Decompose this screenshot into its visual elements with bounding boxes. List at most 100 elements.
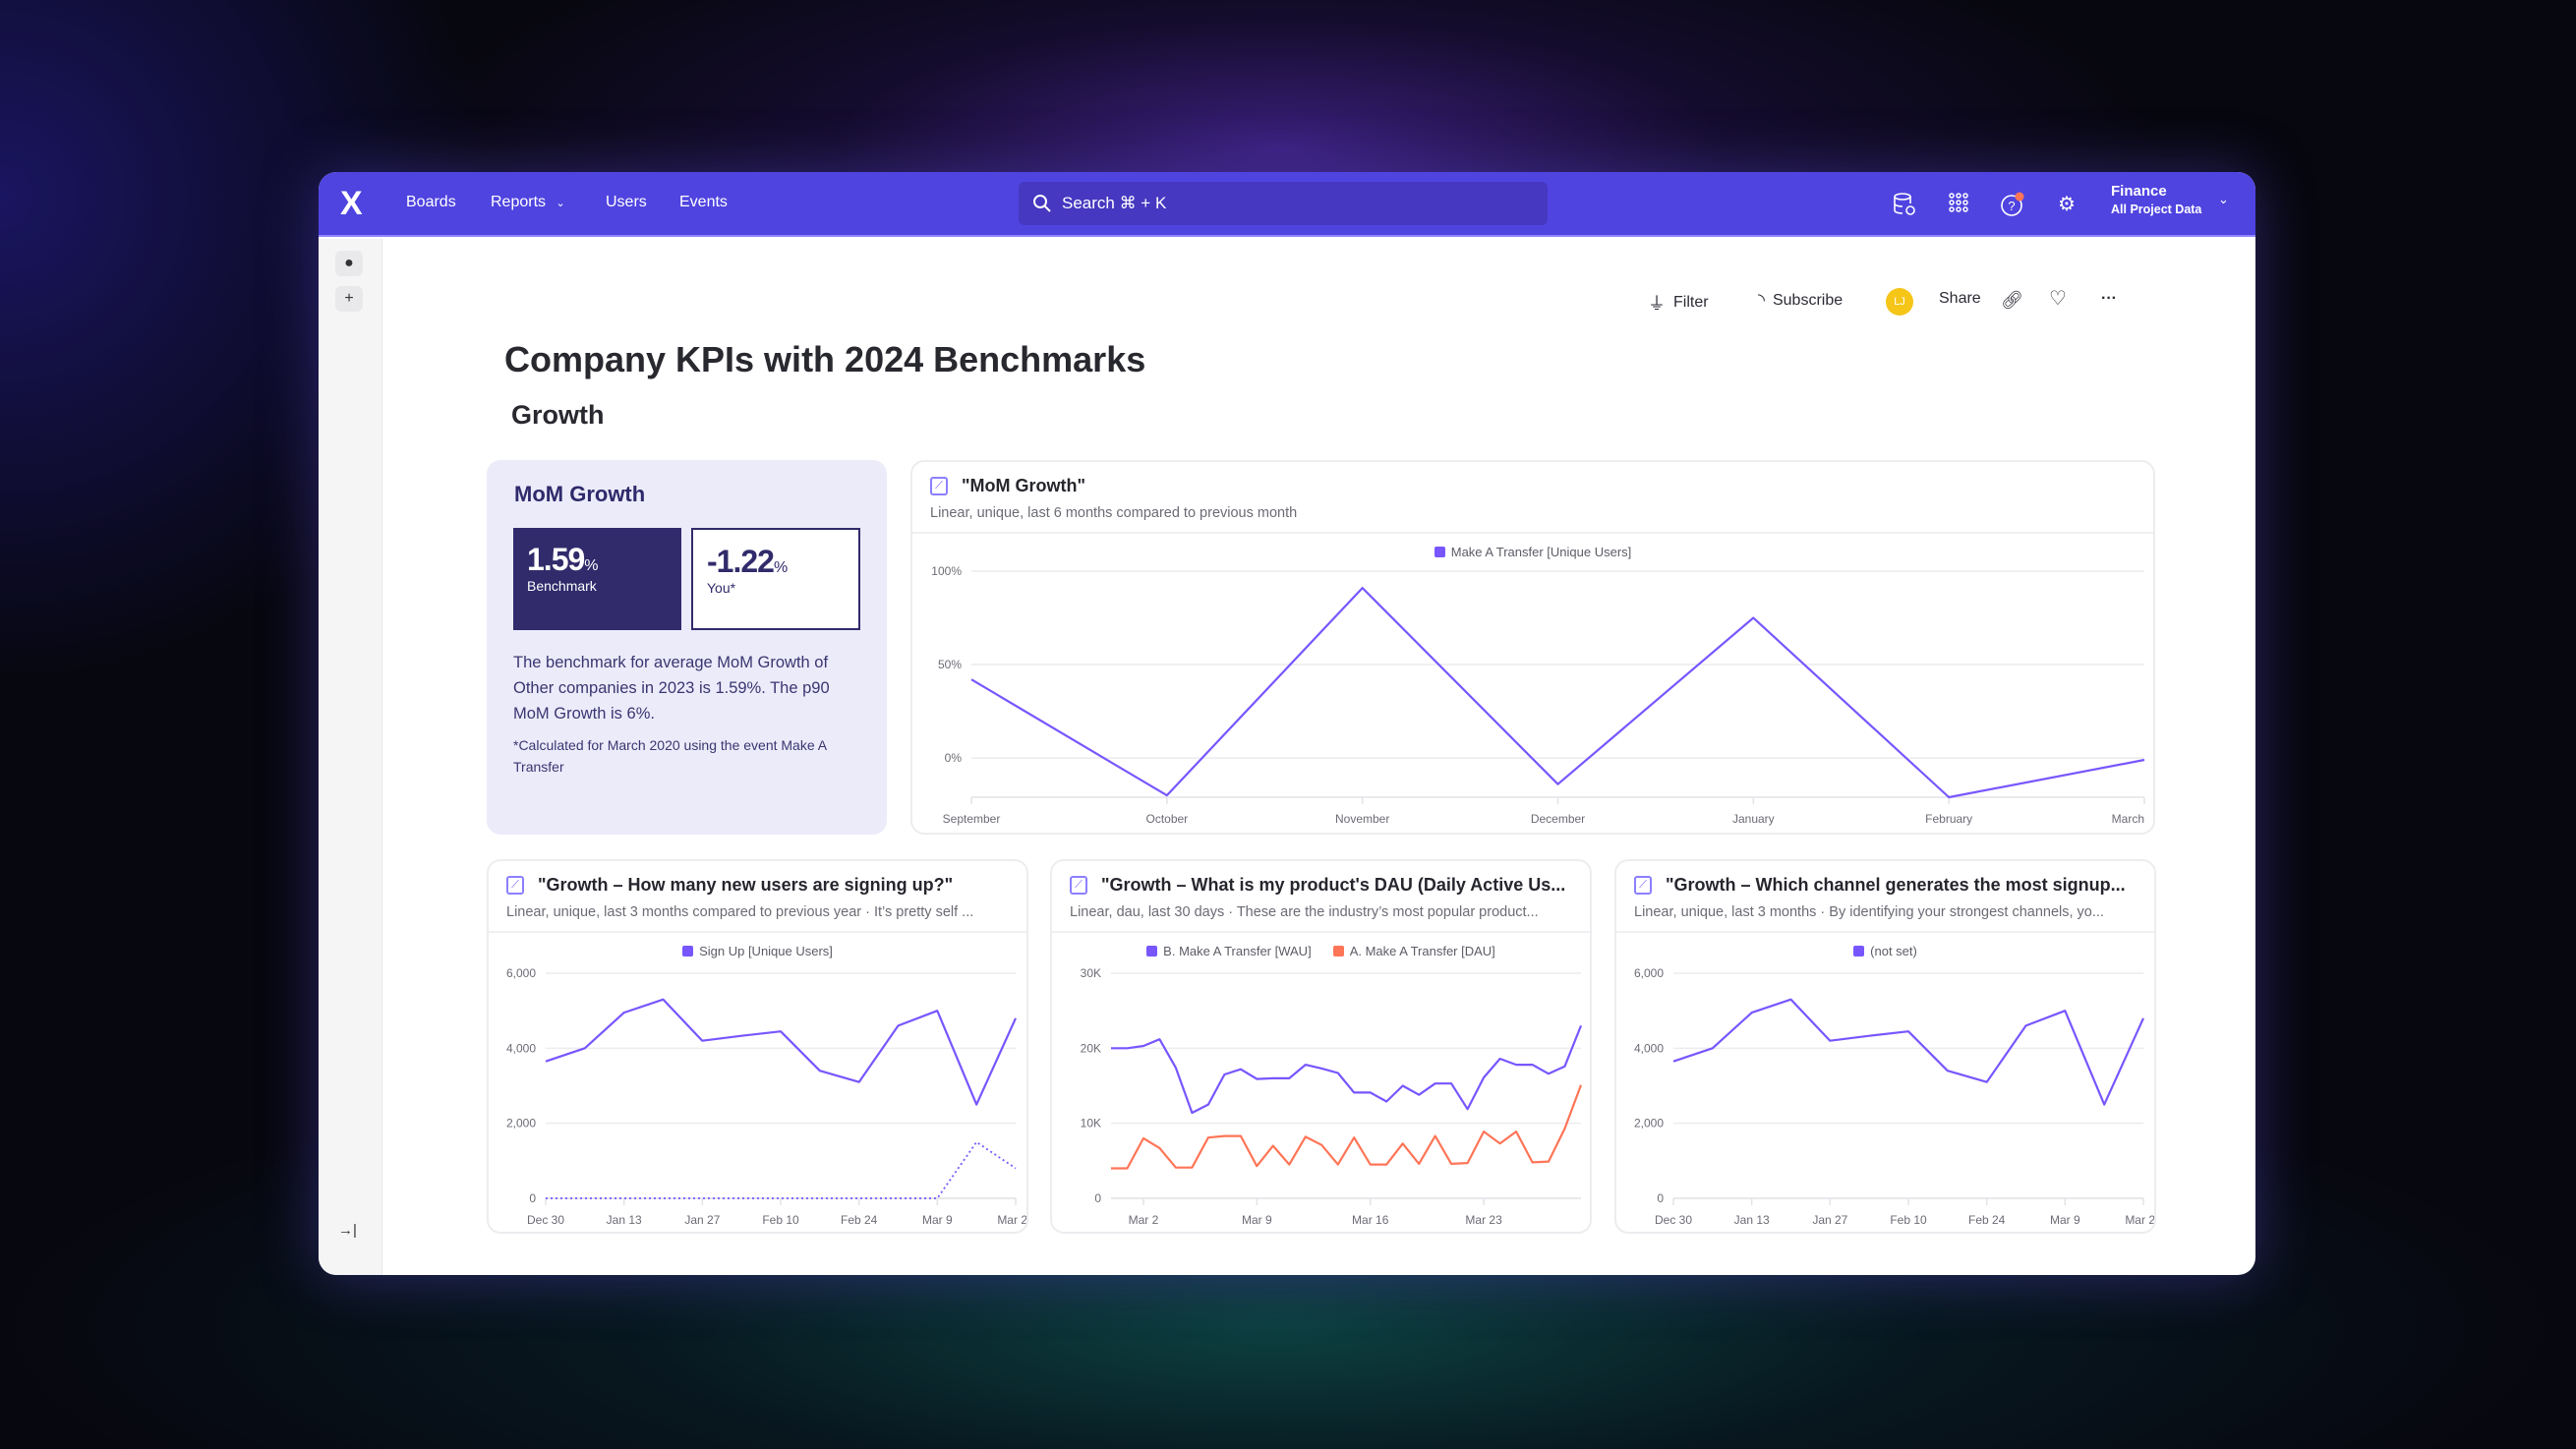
nav-boards[interactable]: Boards [406,194,456,210]
x-tick-label: Dec 30 [1655,1213,1692,1227]
search-placeholder: Search ⌘ + K [1062,194,1167,212]
logo-icon[interactable]: X [340,185,363,222]
rss-icon: ◝ [1758,290,1765,310]
series-line-0[interactable] [545,998,1018,1106]
subscribe-button[interactable]: ◝ Subscribe [1758,290,1843,311]
project-scope: All Project Data [2111,203,2202,216]
y-tick-label: 100% [931,564,962,578]
svg-text:?: ? [2008,199,2015,213]
legend-item[interactable]: Sign Up [Unique Users] [682,944,833,958]
chart-legend: Make A Transfer [Unique Users] [912,545,2153,559]
settings-gear-icon[interactable]: ⚙ [2058,194,2076,215]
chart-title[interactable]: "Growth – How many new users are signing… [538,875,954,895]
x-tick-label: December [1531,812,1585,826]
line-chart-icon: ⟋ [506,876,524,895]
more-options-icon[interactable]: ··· [2101,290,2117,307]
chart-title[interactable]: "Growth – Which channel generates the mo… [1666,875,2126,895]
legend-item[interactable]: (not set) [1853,944,1917,958]
chart-subtitle: Linear, unique, last 6 months compared t… [930,505,1298,521]
search-icon [1033,195,1051,212]
chart-title[interactable]: "MoM Growth" [962,476,1086,495]
legend-swatch [682,946,694,956]
avatar[interactable]: LJ [1886,288,1913,316]
chart-card-dau[interactable]: ⟋ "Growth – What is my product's DAU (Da… [1050,859,1592,1234]
x-tick-label: Mar 16 [1352,1213,1389,1227]
project-selector[interactable]: Finance All Project Data [2111,183,2201,216]
nav-reports[interactable]: Reports ⌄ [491,194,565,211]
x-tick-label: Mar 23 [1465,1213,1502,1227]
x-tick-label: November [1335,812,1389,826]
chart-subtitle: Linear, unique, last 3 months · By ident… [1634,904,2104,920]
you-label: You* [707,580,736,596]
series-line-1[interactable] [546,1140,1017,1199]
top-nav-bar: X Boards Reports ⌄ Users Events Search ⌘… [319,172,2255,237]
legend-swatch [1853,946,1865,956]
chart-title[interactable]: "Growth – What is my product's DAU (Dail… [1101,875,1566,895]
legend-label: Sign Up [Unique Users] [699,944,833,958]
legend-item[interactable]: Make A Transfer [Unique Users] [1434,545,1632,559]
filter-button[interactable]: ⏚ Filter [1648,290,1709,316]
apps-grid-icon[interactable] [1946,192,1971,217]
x-tick-label: Mar 9 [1242,1213,1272,1227]
heart-icon[interactable]: ♡ [2049,288,2067,310]
signups-line-chart: 6,000 4,000 2,000 0 Dec 30 Jan 13 Jan 27 Feb 10… [506,966,1026,1227]
y-tick-label: 30K [1081,966,1101,980]
help-icon[interactable]: ? [2000,192,2025,217]
x-tick-label: March [2112,812,2144,826]
chart-legend: (not set) [1616,944,2154,958]
legend-label: Make A Transfer [Unique Users] [1450,545,1632,559]
legend-label: A. Make A Transfer [DAU] [1349,944,1495,958]
y-tick-label: 2,000 [1634,1117,1664,1130]
x-tick-label: Feb 24 [841,1213,878,1227]
section-title: Growth [511,400,605,430]
filter-icon: ⏚ [1648,294,1666,314]
x-tick-label: Feb 24 [1968,1213,2006,1227]
chart-card-mom-growth[interactable]: ⟋ "MoM Growth" Linear, unique, last 6 mo… [910,460,2155,835]
chart-subtitle: Linear, unique, last 3 months compared t… [506,904,974,920]
x-tick-label: Mar 9 [2050,1213,2080,1227]
legend-item[interactable]: B. Make A Transfer [WAU] [1146,944,1312,958]
mom-benchmark-card: MoM Growth 1.59% Benchmark -1.22% You* T… [487,460,887,835]
link-icon[interactable]: 🔗︎ [2001,290,2023,310]
chart-header: ⟋ "Growth – Which channel generates the … [1616,861,2154,933]
y-tick-label: 0 [529,1191,536,1205]
x-tick-label: Dec 30 [527,1213,564,1227]
add-icon[interactable]: + [335,286,363,312]
nav-reports-label: Reports [491,194,547,210]
y-tick-label: 2,000 [506,1117,536,1130]
y-tick-label: 0 [1657,1191,1664,1205]
compass-icon[interactable]: ● [335,251,363,276]
x-tick-label: Jan 27 [684,1213,720,1227]
chart-header: ⟋ "MoM Growth" Linear, unique, last 6 mo… [912,462,2153,534]
chart-card-signups[interactable]: ⟋ "Growth – How many new users are signi… [487,859,1028,1234]
chart-card-channels[interactable]: ⟋ "Growth – Which channel generates the … [1614,859,2156,1234]
expand-sidebar-icon[interactable]: →| [338,1222,357,1239]
chart-subtitle: Linear, dau, last 30 days · These are th… [1070,904,1539,920]
benchmark-label: Benchmark [527,578,597,594]
line-chart-icon: ⟋ [1634,876,1652,895]
legend-item[interactable]: A. Make A Transfer [DAU] [1332,944,1495,958]
x-tick-label: Jan 27 [1812,1213,1847,1227]
series-line-0[interactable] [1672,998,2145,1106]
nav-users[interactable]: Users [606,194,647,210]
data-settings-icon[interactable] [1892,192,1917,217]
series-line-0[interactable] [970,587,2145,799]
legend-label: B. Make A Transfer [WAU] [1163,944,1312,958]
x-tick-label: January [1732,812,1775,826]
search-input[interactable]: Search ⌘ + K [1019,182,1548,225]
channels-line-chart: 6,000 4,000 2,000 0 Dec 30 Jan 13 Jan 27 Feb 10… [1634,966,2154,1227]
chevron-down-icon[interactable]: ⌄ [2218,192,2229,206]
line-chart-icon: ⟋ [930,477,948,495]
y-tick-label: 50% [938,658,962,671]
y-tick-label: 6,000 [506,966,536,980]
nav-events[interactable]: Events [679,194,728,210]
series-line-1[interactable] [1111,1084,1583,1170]
benchmark-footnote: *Calculated for March 2020 using the eve… [513,737,827,775]
share-button[interactable]: Share [1939,290,1981,307]
series-line-0[interactable] [1111,1024,1583,1115]
benchmark-box: 1.59% Benchmark [513,528,681,630]
benchmark-value: 1.59 [527,542,585,577]
page-title: Company KPIs with 2024 Benchmarks [504,339,1146,379]
y-tick-label: 10K [1081,1117,1101,1130]
benchmark-unit: % [584,557,599,574]
